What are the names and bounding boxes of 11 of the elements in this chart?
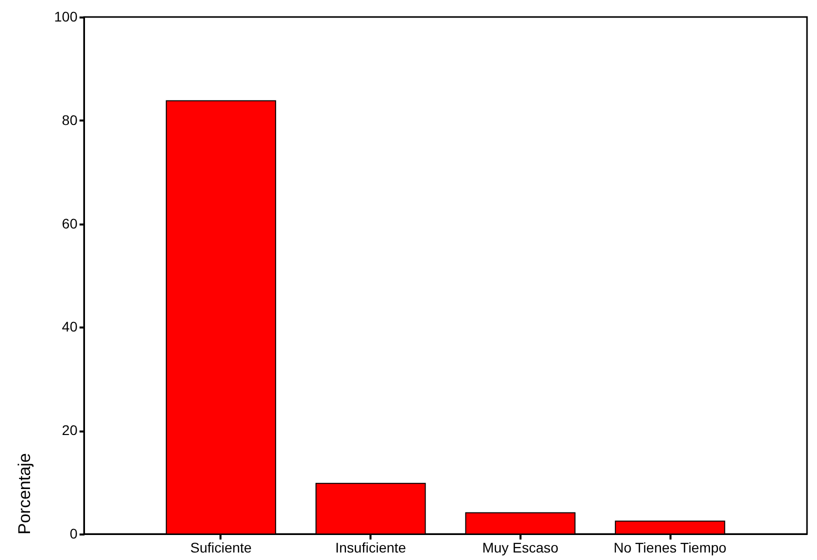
y-axis-title: Porcentaje — [15, 453, 34, 534]
x-tick-label: Muy Escaso — [482, 540, 559, 556]
y-tick-label: 40 — [62, 318, 78, 335]
y-tick-label: 60 — [62, 215, 78, 232]
x-tick-label: Suficiente — [190, 540, 252, 556]
x-tick-label: No Tienes Tiempo — [614, 540, 727, 556]
y-tick-label: 20 — [62, 422, 78, 438]
x-tick-label: Insuficiente — [335, 540, 406, 556]
y-tick-label: 100 — [54, 8, 78, 24]
y-tick-label: 80 — [62, 112, 78, 128]
y-tick-label: 0 — [70, 526, 78, 542]
